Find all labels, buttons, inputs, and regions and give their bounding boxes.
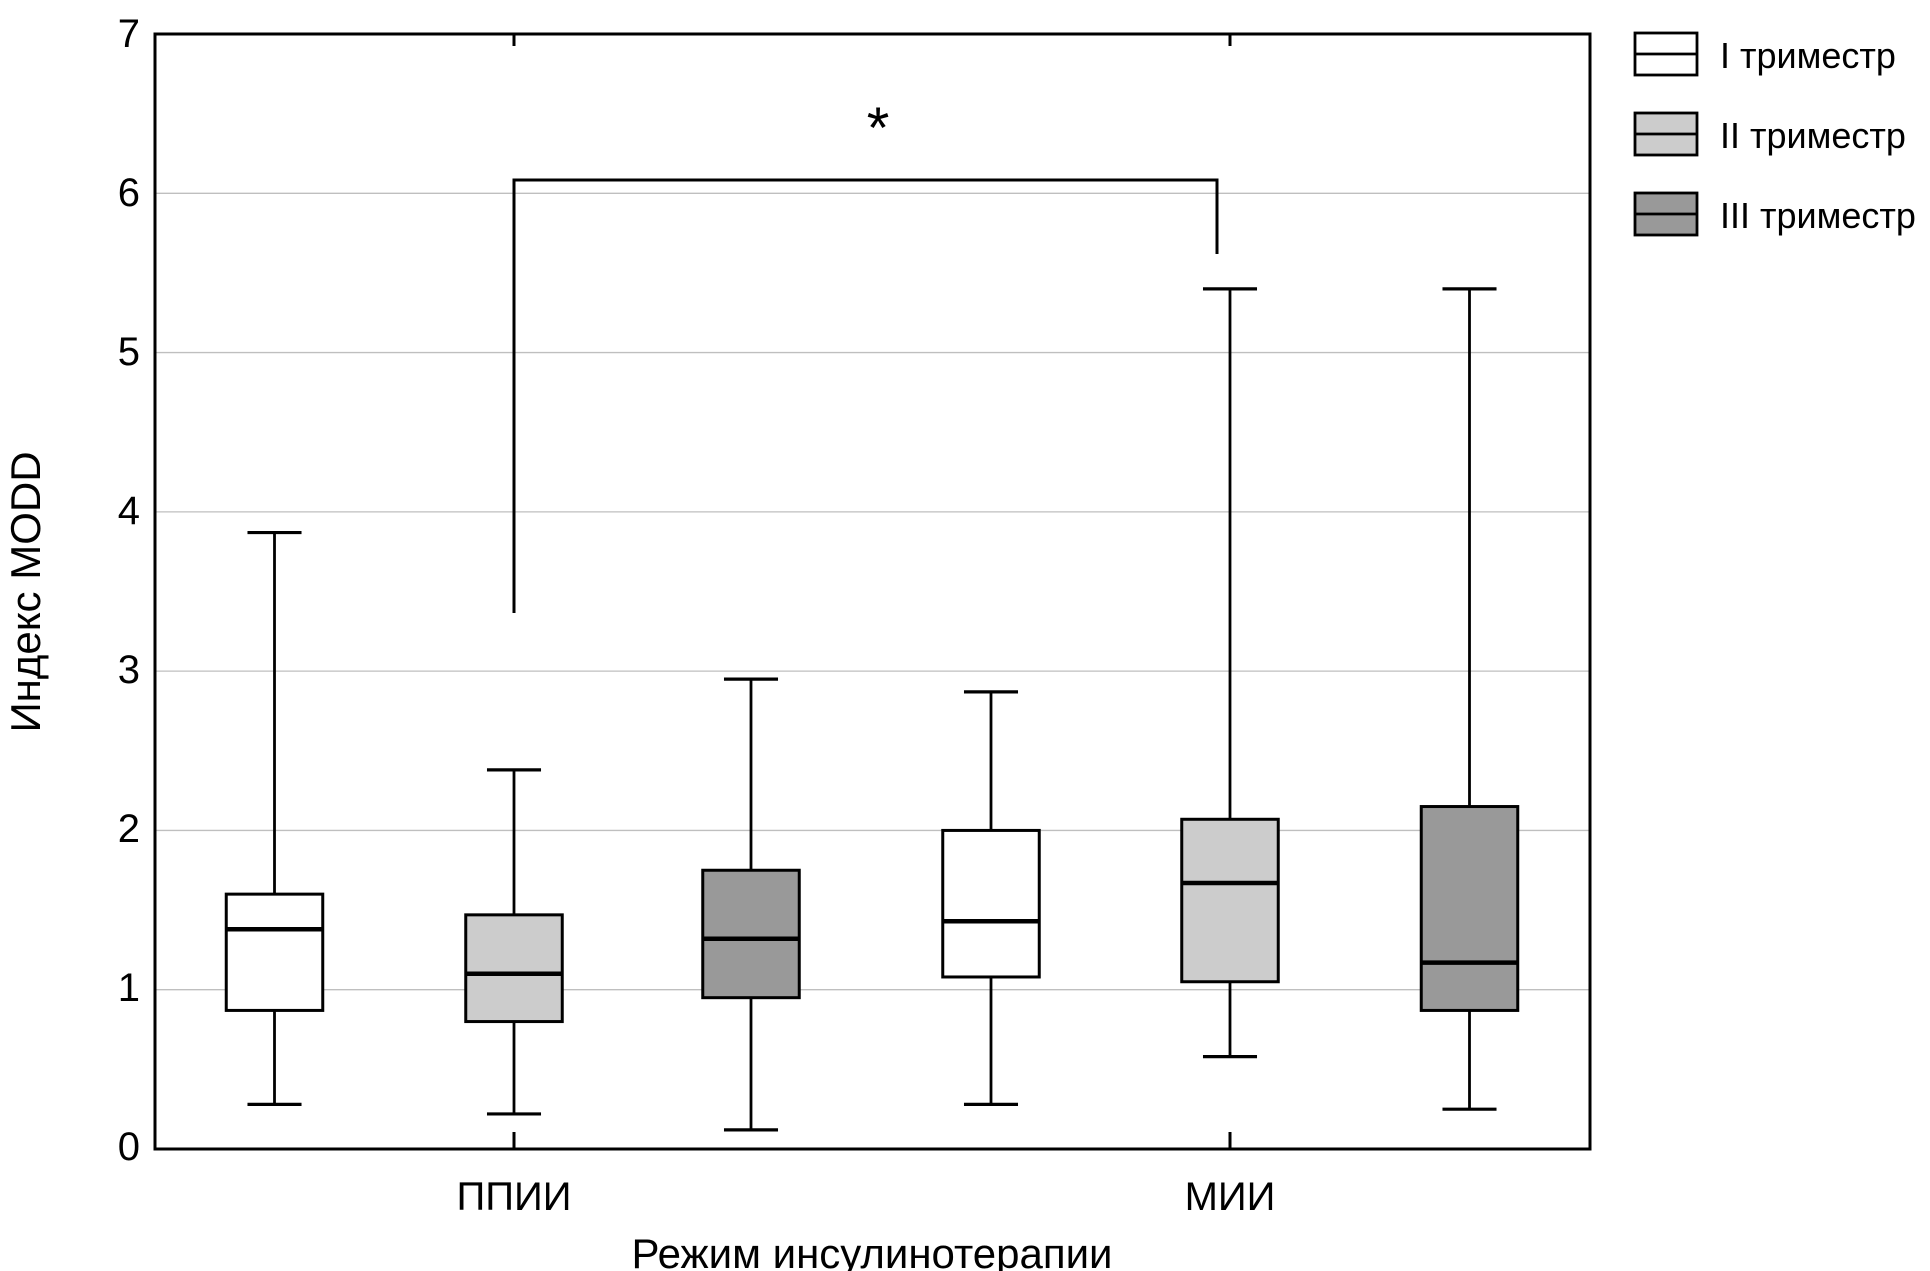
svg-text:Режим инсулинотерапии: Режим инсулинотерапии <box>632 1230 1113 1271</box>
svg-text:МИИ: МИИ <box>1185 1175 1276 1219</box>
svg-text:5: 5 <box>118 330 140 374</box>
svg-text:III триместр: III триместр <box>1720 195 1916 236</box>
svg-text:6: 6 <box>118 171 140 215</box>
svg-text:ППИИ: ППИИ <box>457 1175 572 1219</box>
svg-text:*: * <box>867 96 890 161</box>
svg-text:7: 7 <box>118 12 140 56</box>
svg-text:Индекс MODD: Индекс MODD <box>2 451 49 732</box>
svg-text:3: 3 <box>118 648 140 692</box>
svg-text:4: 4 <box>118 489 140 533</box>
svg-text:1: 1 <box>118 966 140 1010</box>
svg-text:0: 0 <box>118 1125 140 1169</box>
svg-text:2: 2 <box>118 807 140 851</box>
svg-text:I триместр: I триместр <box>1720 35 1896 76</box>
svg-text:II триместр: II триместр <box>1720 115 1906 156</box>
